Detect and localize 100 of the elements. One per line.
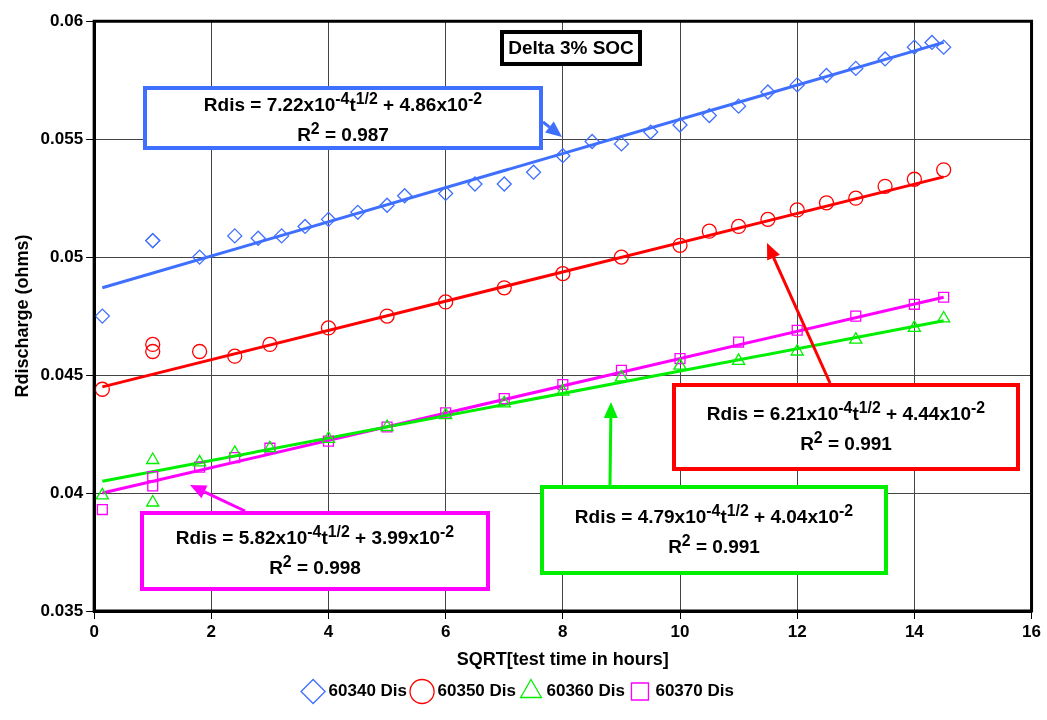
annotation: R$^{2}$ = 0.991 [668, 531, 760, 560]
point [615, 364, 628, 376]
x-tick-label: 12 [787, 621, 807, 641]
point [818, 195, 835, 211]
x-tick-label: 6 [440, 621, 451, 641]
point [789, 77, 805, 93]
annotation: Rdis = 4.79x10$^{-4}$t$^{1/2}$ + 4.04x10$^{-2}$ [574, 501, 854, 530]
point [146, 494, 160, 507]
point [496, 280, 512, 296]
point [379, 197, 395, 213]
legend-label: 60360 Dis [546, 681, 625, 701]
point [250, 230, 266, 246]
point [192, 454, 207, 467]
point [790, 343, 804, 356]
point [936, 39, 952, 55]
text-box: Rdis = 6.21x10$^{-4}$t$^{1/2}$ + 4.44x10$^{-2}$ R$^{2}$ = 0.991 [672, 383, 1020, 471]
point [147, 470, 159, 483]
annotation: R$^{2}$ = 0.991 [800, 428, 892, 457]
point [557, 378, 569, 391]
point [145, 336, 161, 353]
annotation: Rdis = 7.22x10$^{-4}$t$^{1/2}$ + 4.86x10$^{-2}$ [203, 89, 483, 118]
point [733, 336, 745, 348]
point [613, 136, 630, 152]
text-box: Rdis = 7.22x10$^{-4}$t$^{1/2}$ + 4.86x10$^{-2}$ R$^{2}$ = 0.987 [143, 86, 543, 150]
point [397, 188, 413, 204]
point [145, 343, 161, 360]
point [791, 324, 803, 336]
point [496, 176, 512, 192]
point [438, 185, 454, 202]
point [936, 162, 952, 178]
point [908, 298, 920, 310]
point [227, 228, 243, 244]
legend-label: 60370 Dis [655, 681, 734, 701]
y-tick-label: 0.055 [40, 128, 84, 148]
point [674, 352, 686, 365]
point [907, 320, 922, 333]
point [789, 202, 805, 218]
point [701, 107, 717, 124]
point [936, 310, 951, 323]
x-tick-label: 2 [206, 621, 217, 641]
point [227, 348, 243, 364]
point [848, 60, 864, 77]
point [94, 381, 110, 397]
annotation: R$^{2}$ = 0.987 [297, 119, 389, 148]
point [701, 223, 717, 239]
text-box: Rdis = 4.79x10$^{-4}$t$^{1/2}$ + 4.04x10$^{-2}$ R$^{2}$ = 0.991 [540, 485, 888, 575]
annotation: R$^{2}$ = 0.998 [269, 552, 361, 581]
point [146, 452, 160, 465]
point [320, 320, 337, 336]
y-tick-label: 0.035 [40, 600, 84, 620]
point [379, 308, 395, 324]
point [273, 228, 290, 244]
point [760, 84, 776, 100]
point [877, 51, 893, 67]
point [147, 480, 159, 492]
y-tick-label: 0.06 [50, 10, 84, 30]
y-axis-title: Rdischarge (ohms) [11, 234, 32, 398]
point [228, 445, 242, 458]
point [730, 98, 747, 114]
point [322, 435, 335, 447]
point [262, 336, 278, 353]
point [297, 218, 313, 235]
point [191, 343, 208, 360]
point [672, 237, 688, 253]
point [906, 39, 923, 55]
text-box: Rdis = 5.82x10$^{-4}$t$^{1/2}$ + 3.99x10$^{-2}$ R$^{2}$ = 0.998 [140, 511, 490, 591]
point [730, 218, 747, 235]
point [191, 249, 208, 265]
annotation: Delta 3% SOC [508, 36, 634, 61]
point [320, 211, 337, 228]
x-tick-label: 14 [904, 621, 925, 641]
point [731, 353, 746, 366]
y-tick-label: 0.04 [50, 482, 84, 502]
point [850, 310, 862, 322]
point [229, 452, 241, 464]
point [96, 503, 108, 516]
point [849, 332, 863, 344]
point [350, 204, 366, 220]
x-tick-label: 0 [89, 621, 99, 641]
annotation: Rdis = 5.82x10$^{-4}$t$^{1/2}$ + 3.99x10$^{-2}$ [175, 522, 455, 551]
point [525, 164, 542, 180]
point [877, 178, 893, 194]
y-tick-label: 0.05 [50, 246, 84, 266]
point [848, 190, 864, 206]
point [760, 211, 776, 228]
point [555, 148, 571, 164]
point [556, 383, 570, 396]
legend-label: 60350 Dis [437, 681, 516, 701]
point [673, 357, 687, 370]
point [194, 461, 206, 473]
text-box: Delta 3% SOC [500, 30, 642, 66]
point [438, 294, 454, 310]
point [94, 308, 110, 324]
point [643, 124, 659, 140]
legend-label: 60340 Dis [328, 681, 408, 701]
point [555, 265, 571, 282]
point [672, 117, 688, 133]
point [95, 487, 110, 500]
point [467, 176, 483, 192]
x-tick-label: 16 [1022, 621, 1042, 641]
